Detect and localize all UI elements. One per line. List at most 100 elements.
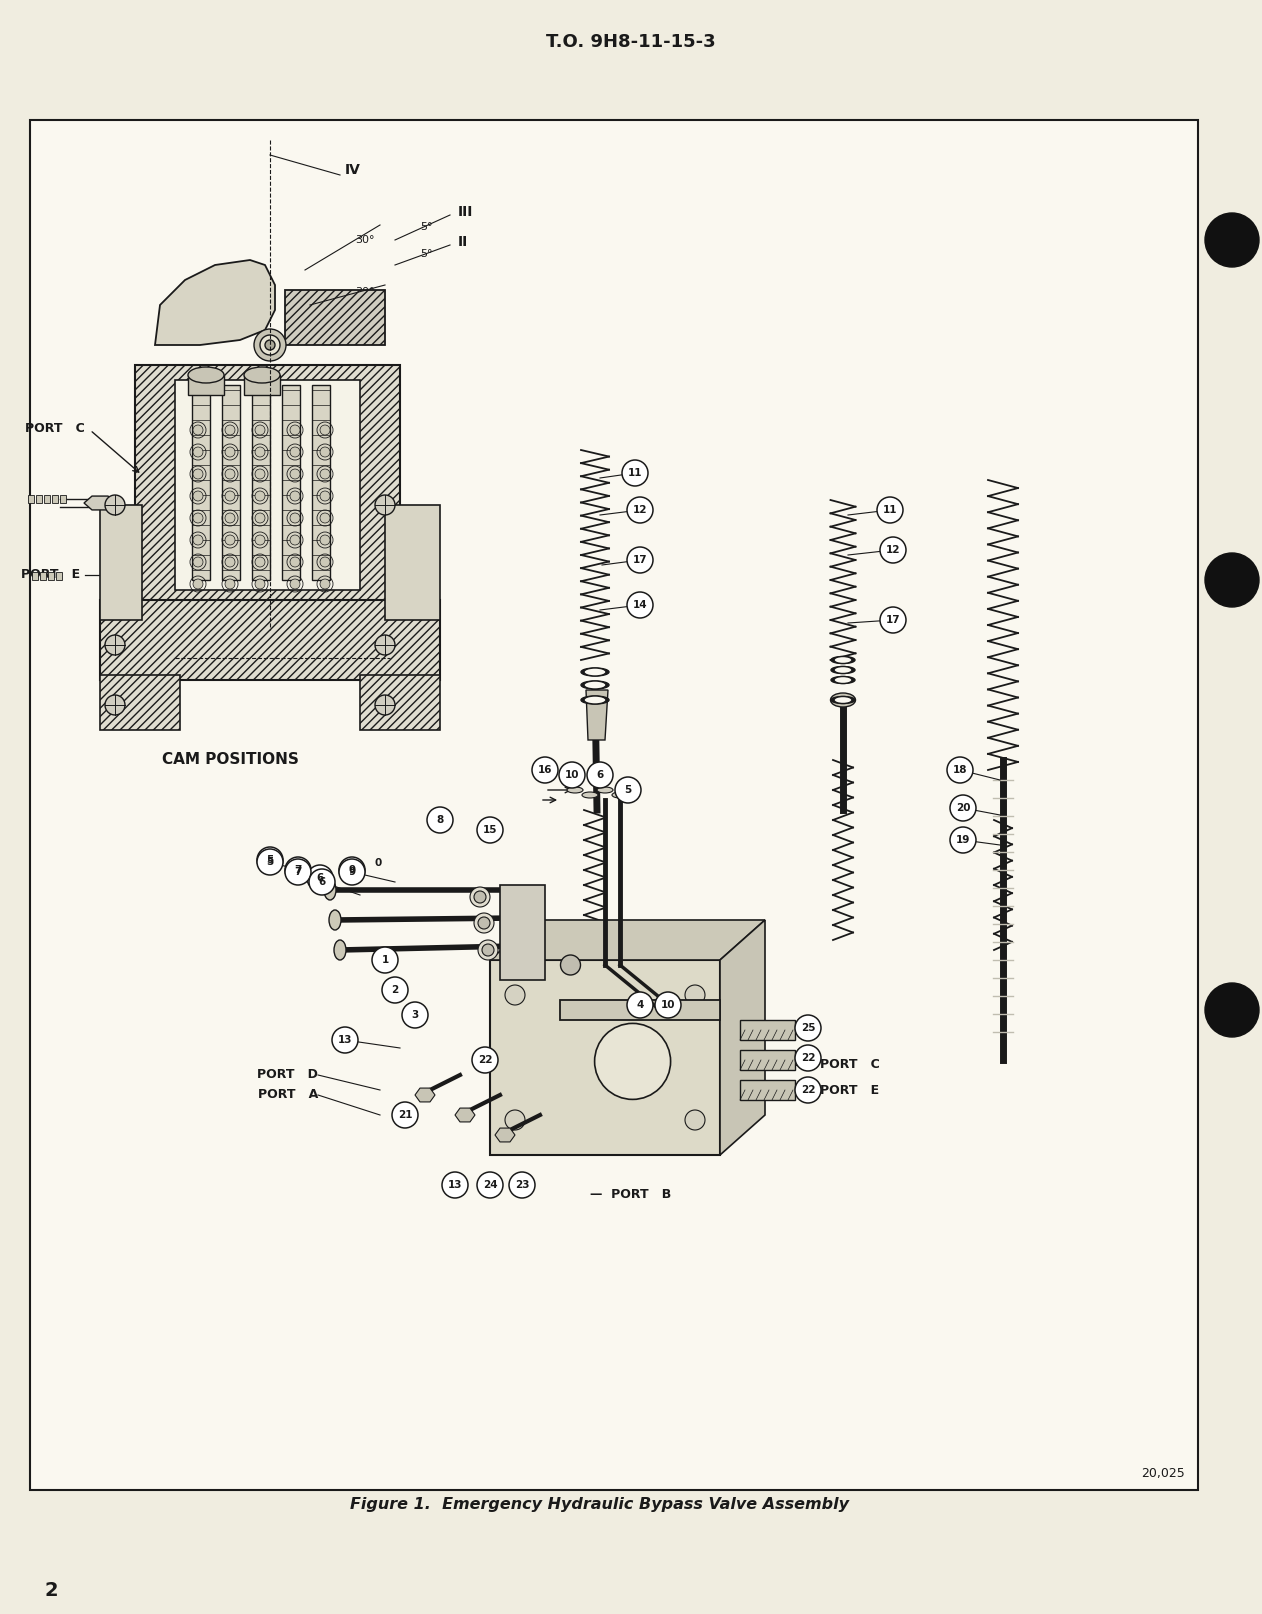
Text: 8: 8 xyxy=(437,815,444,825)
Circle shape xyxy=(290,513,300,523)
Circle shape xyxy=(193,579,203,589)
Text: PORT   A: PORT A xyxy=(257,1088,318,1101)
Circle shape xyxy=(290,534,300,546)
Text: 24: 24 xyxy=(482,1180,497,1190)
Text: PORT   D: PORT D xyxy=(257,1068,318,1081)
Text: 13: 13 xyxy=(448,1180,462,1190)
Circle shape xyxy=(321,513,329,523)
Text: II: II xyxy=(458,236,468,249)
Text: 12: 12 xyxy=(632,505,647,515)
Bar xyxy=(32,571,38,579)
Polygon shape xyxy=(721,920,765,1156)
Ellipse shape xyxy=(581,681,610,689)
Circle shape xyxy=(257,847,283,873)
Ellipse shape xyxy=(584,681,606,689)
Polygon shape xyxy=(490,920,765,960)
Text: Figure 1.  Emergency Hydraulic Bypass Valve Assembly: Figure 1. Emergency Hydraulic Bypass Val… xyxy=(351,1498,849,1512)
Text: I: I xyxy=(260,313,264,326)
Text: 5: 5 xyxy=(266,857,274,867)
Text: 18: 18 xyxy=(953,765,967,775)
Bar xyxy=(500,884,545,980)
Circle shape xyxy=(225,491,235,500)
Circle shape xyxy=(255,424,265,436)
Bar xyxy=(100,600,440,679)
Circle shape xyxy=(255,470,265,479)
Text: 16: 16 xyxy=(538,765,553,775)
Circle shape xyxy=(225,513,235,523)
Ellipse shape xyxy=(567,788,583,792)
Circle shape xyxy=(509,1172,535,1198)
Polygon shape xyxy=(155,260,275,345)
Circle shape xyxy=(685,1110,705,1130)
Circle shape xyxy=(627,497,652,523)
Circle shape xyxy=(332,1027,358,1052)
Ellipse shape xyxy=(830,697,854,704)
Circle shape xyxy=(290,557,300,567)
Text: 14: 14 xyxy=(632,600,647,610)
Text: PORT   E: PORT E xyxy=(820,1083,880,1096)
Bar xyxy=(740,1080,795,1101)
Text: 22: 22 xyxy=(478,1056,492,1065)
Text: 21: 21 xyxy=(398,1110,413,1120)
Circle shape xyxy=(225,557,235,567)
Ellipse shape xyxy=(830,692,856,707)
Bar xyxy=(48,571,54,579)
Text: PORT   C: PORT C xyxy=(820,1059,880,1072)
Circle shape xyxy=(321,557,329,567)
Bar xyxy=(740,1020,795,1039)
Circle shape xyxy=(505,1110,525,1130)
Circle shape xyxy=(622,460,647,486)
Ellipse shape xyxy=(581,668,610,676)
Text: 9: 9 xyxy=(348,865,356,875)
Circle shape xyxy=(225,424,235,436)
Circle shape xyxy=(255,447,265,457)
Circle shape xyxy=(105,495,125,515)
Circle shape xyxy=(475,891,486,902)
Text: 22: 22 xyxy=(801,1052,815,1064)
Ellipse shape xyxy=(834,657,852,663)
Text: 5°: 5° xyxy=(420,223,433,232)
Circle shape xyxy=(1205,213,1259,266)
Ellipse shape xyxy=(830,667,854,673)
Circle shape xyxy=(477,817,504,843)
Text: 25: 25 xyxy=(801,1023,815,1033)
Bar xyxy=(30,119,1198,1490)
Bar xyxy=(100,505,143,620)
Circle shape xyxy=(290,491,300,500)
Polygon shape xyxy=(586,691,608,739)
Text: 30°: 30° xyxy=(355,287,375,297)
Circle shape xyxy=(307,865,333,891)
Circle shape xyxy=(505,985,525,1006)
Text: CAM POSITIONS: CAM POSITIONS xyxy=(162,752,298,768)
Text: 9: 9 xyxy=(348,867,356,876)
Circle shape xyxy=(290,424,300,436)
Text: 11: 11 xyxy=(627,468,642,478)
Ellipse shape xyxy=(834,676,852,683)
Circle shape xyxy=(478,917,490,930)
Circle shape xyxy=(375,634,395,655)
Circle shape xyxy=(105,634,125,655)
Text: 7: 7 xyxy=(294,865,302,875)
Text: 15: 15 xyxy=(483,825,497,834)
Circle shape xyxy=(255,513,265,523)
Ellipse shape xyxy=(597,788,613,792)
Ellipse shape xyxy=(834,697,852,704)
Circle shape xyxy=(193,470,203,479)
Text: PORT   E: PORT E xyxy=(21,568,80,581)
Circle shape xyxy=(225,579,235,589)
Polygon shape xyxy=(560,1001,721,1020)
Circle shape xyxy=(309,868,334,896)
Bar xyxy=(44,495,50,504)
Ellipse shape xyxy=(584,668,606,676)
Text: 20: 20 xyxy=(955,804,970,813)
Text: 1: 1 xyxy=(381,955,389,965)
Circle shape xyxy=(1205,983,1259,1038)
Text: T.O. 9H8-11-15-3: T.O. 9H8-11-15-3 xyxy=(546,32,716,52)
Circle shape xyxy=(254,329,286,362)
Circle shape xyxy=(795,1044,822,1072)
Bar xyxy=(252,386,270,579)
Circle shape xyxy=(382,976,408,1002)
Bar xyxy=(312,386,329,579)
Text: 7: 7 xyxy=(294,867,302,876)
Circle shape xyxy=(255,579,265,589)
